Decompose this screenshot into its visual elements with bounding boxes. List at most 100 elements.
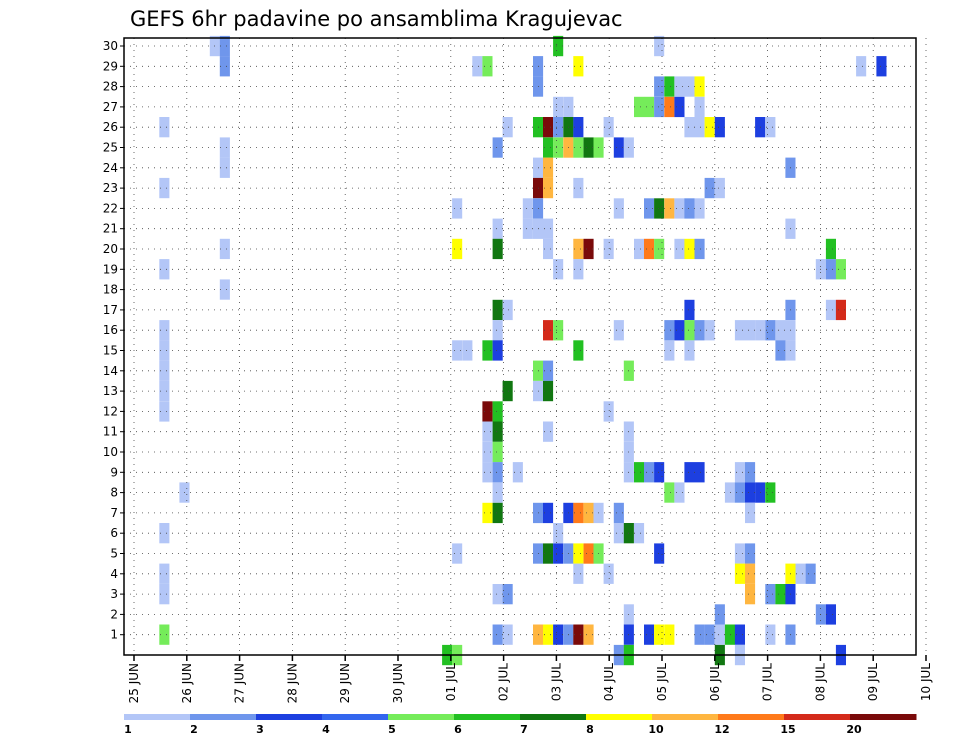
y-tick-label: 23	[103, 181, 118, 195]
heatmap-cell	[714, 177, 725, 199]
heatmap-cell	[553, 543, 564, 564]
y-tick-label: 28	[103, 80, 118, 94]
heatmap-cell	[583, 624, 594, 645]
heatmap-cell	[583, 543, 594, 564]
colorbar-swatch	[388, 714, 455, 720]
colorbar-label: 10	[648, 723, 664, 736]
heatmap-cell	[219, 157, 230, 178]
y-tick-label: 10	[103, 445, 118, 459]
heatmap-cell	[795, 563, 806, 584]
chart-title: GEFS 6hr padavine po ansamblima Kragujev…	[130, 7, 623, 31]
heatmap-cell	[825, 604, 836, 625]
colorbar-swatch	[190, 714, 257, 720]
colorbar-swatch	[124, 714, 191, 720]
heatmap-cell	[613, 137, 624, 158]
x-tick-label: 09 JUL	[866, 663, 880, 701]
heatmap-cell	[583, 502, 594, 524]
heatmap-cell	[543, 157, 554, 178]
heatmap-cell	[674, 320, 685, 341]
y-tick-label: 25	[103, 141, 118, 155]
y-tick-label: 7	[110, 506, 118, 520]
heatmap-cell	[482, 340, 493, 361]
heatmap-cell	[684, 340, 695, 361]
heatmap-cell	[654, 76, 665, 97]
heatmap-cell	[492, 624, 503, 645]
heatmap-cell	[765, 584, 776, 605]
heatmap-cell	[654, 238, 665, 260]
heatmap-cell	[573, 137, 584, 158]
x-tick-label: 05 JUL	[655, 663, 669, 701]
heatmap-cell	[613, 320, 624, 341]
heatmap-cell	[219, 279, 230, 300]
y-tick-label: 14	[103, 364, 118, 378]
heatmap-cell	[745, 584, 756, 605]
heatmap-cell	[674, 238, 685, 260]
heatmap-cell	[644, 238, 655, 260]
heatmap-cell	[745, 482, 756, 503]
heatmap-cell	[684, 238, 695, 260]
colorbar-swatch	[520, 714, 587, 720]
heatmap-cell	[159, 340, 170, 361]
heatmap-cell	[664, 96, 675, 118]
colorbar-label: 6	[454, 723, 462, 736]
heatmap-cell	[492, 421, 503, 442]
y-tick-label: 15	[103, 344, 118, 358]
colorbar-label: 3	[256, 723, 264, 736]
heatmap-cell	[694, 198, 705, 219]
heatmap-cell	[543, 238, 554, 260]
heatmap-cell	[734, 624, 745, 645]
heatmap-cell	[492, 320, 503, 341]
heatmap-cell	[553, 259, 564, 280]
heatmap-cell	[543, 360, 554, 381]
x-tick-label: 06 JUL	[708, 663, 722, 701]
heatmap-cell	[543, 117, 554, 138]
heatmap-cell	[704, 320, 715, 341]
heatmap-cell	[492, 218, 503, 239]
heatmap-cell	[674, 482, 685, 503]
heatmap-cell	[644, 624, 655, 645]
heatmap-cell	[482, 401, 493, 422]
colorbar-swatch	[586, 714, 653, 720]
y-tick-label: 24	[103, 161, 118, 175]
heatmap-cell	[825, 238, 836, 260]
plot-frame	[123, 37, 917, 656]
heatmap-cell	[543, 421, 554, 442]
heatmap-cell	[694, 238, 705, 260]
heatmap-cell	[664, 76, 675, 97]
x-tick-label: 27 JUN	[233, 663, 247, 703]
heatmap-cell	[553, 35, 564, 57]
heatmap-cell	[482, 421, 493, 442]
heatmap-cell	[634, 238, 645, 260]
heatmap-cell	[573, 543, 584, 564]
heatmap-cell	[684, 462, 695, 483]
y-tick-label: 27	[103, 100, 118, 114]
colorbar-swatch	[850, 714, 917, 720]
heatmap-cell	[634, 96, 645, 118]
heatmap-cell	[734, 543, 745, 564]
heatmap-cell	[765, 117, 776, 138]
y-tick-label: 26	[103, 120, 118, 134]
x-tick-label: 08 JUL	[813, 663, 827, 701]
y-tick-label: 18	[103, 283, 118, 297]
heatmap-cell	[482, 502, 493, 524]
x-tick-label: 04 JUL	[602, 663, 616, 701]
x-tick-label: 25 JUN	[127, 663, 141, 703]
heatmap-cell	[734, 482, 745, 503]
heatmap-cell	[613, 198, 624, 219]
colorbar-label: 4	[322, 723, 330, 736]
heatmap-cell	[492, 238, 503, 260]
x-tick-label: 29 JUN	[338, 663, 352, 703]
heatmap-cell	[825, 259, 836, 280]
heatmap-cell	[714, 117, 725, 138]
y-tick-label: 20	[103, 242, 118, 256]
heatmap-cell	[775, 340, 786, 361]
heatmap-cell	[856, 56, 867, 77]
colorbar-label: 15	[780, 723, 795, 736]
heatmap-cell	[573, 563, 584, 584]
y-tick-label: 12	[103, 404, 118, 418]
heatmap-cell	[492, 482, 503, 503]
heatmap-cell	[462, 340, 473, 361]
colorbar-swatch	[718, 714, 785, 720]
grid-lines	[124, 38, 927, 655]
x-tick-label: 10 JUL	[919, 663, 933, 701]
